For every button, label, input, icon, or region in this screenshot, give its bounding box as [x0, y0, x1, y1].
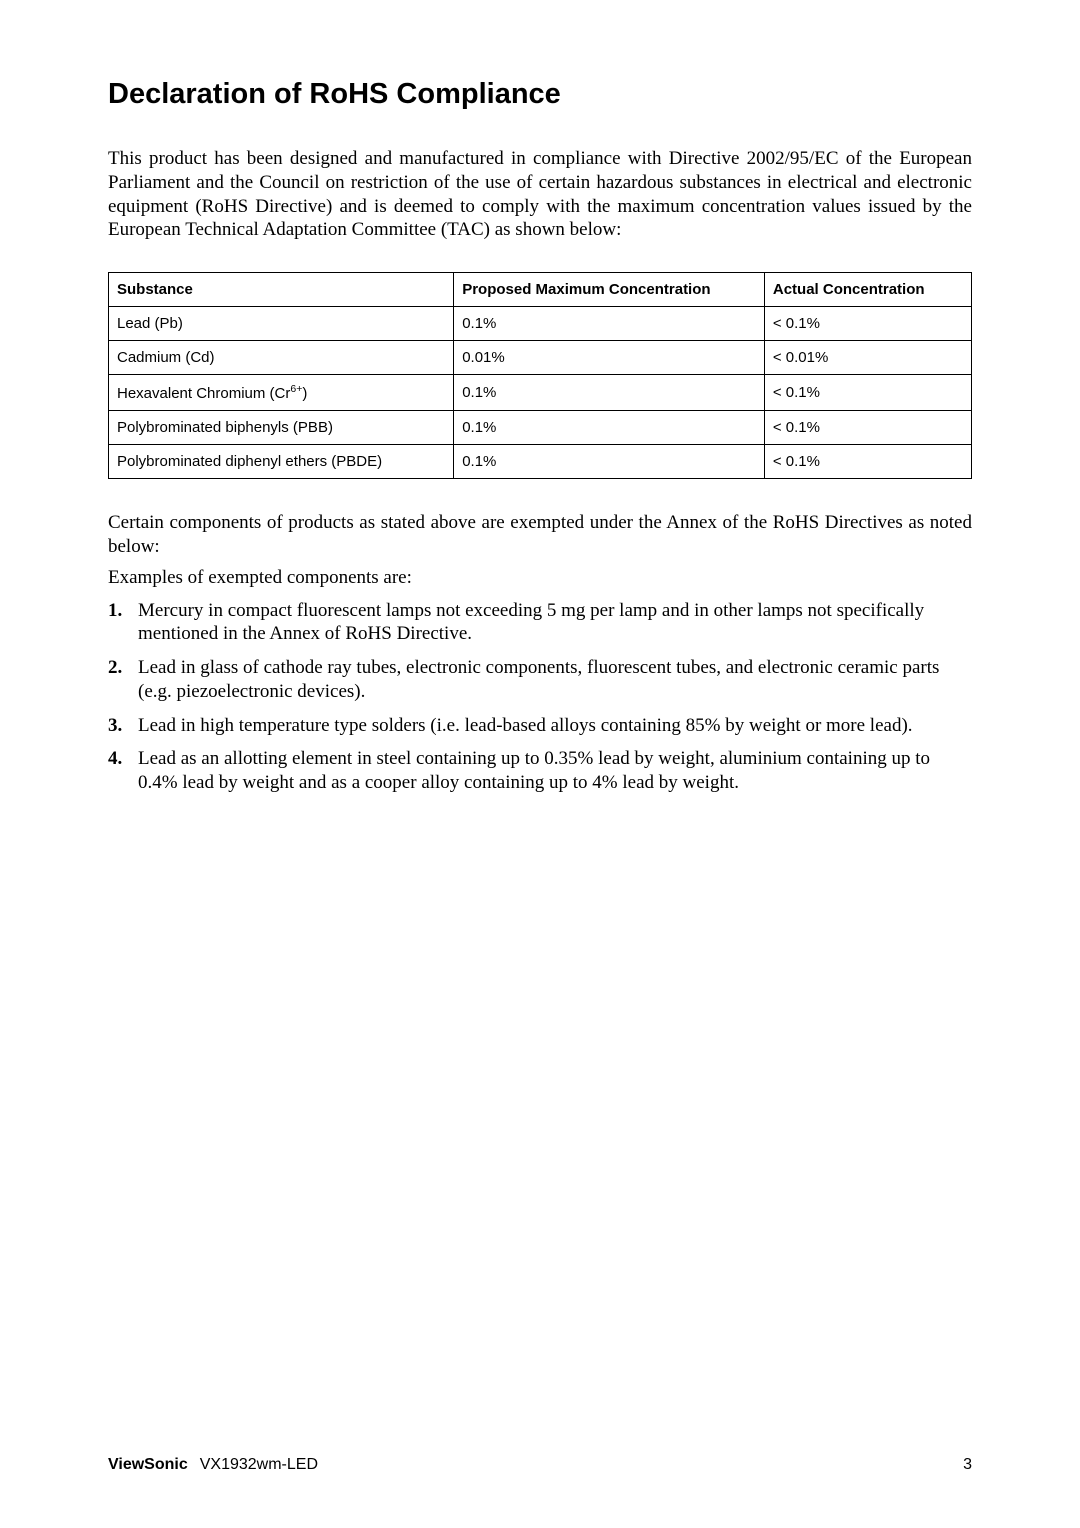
table-cell-substance: Polybrominated diphenyl ethers (PBDE) — [109, 445, 454, 479]
table-row: Hexavalent Chromium (Cr6+) 0.1% < 0.1% — [109, 375, 972, 411]
table-cell-substance: Cadmium (Cd) — [109, 341, 454, 375]
table-header-substance: Substance — [109, 273, 454, 307]
footer-page-number: 3 — [963, 1456, 972, 1474]
page-title: Declaration of RoHS Compliance — [108, 78, 972, 111]
cr6-superscript: 6+ — [290, 383, 302, 395]
table-header-proposed: Proposed Maximum Concentration — [454, 273, 765, 307]
exemption-paragraph: Certain components of products as stated… — [108, 511, 972, 559]
list-number: 1. — [108, 599, 138, 623]
table-cell-actual: < 0.1% — [764, 411, 971, 445]
table-row: Polybrominated biphenyls (PBB) 0.1% < 0.… — [109, 411, 972, 445]
table-row: Polybrominated diphenyl ethers (PBDE) 0.… — [109, 445, 972, 479]
table-cell-actual: < 0.01% — [764, 341, 971, 375]
list-item: 4.Lead as an allotting element in steel … — [108, 747, 972, 795]
list-text: Lead in glass of cathode ray tubes, elec… — [138, 657, 939, 702]
table-cell-actual: < 0.1% — [764, 445, 971, 479]
list-text: Lead as an allotting element in steel co… — [138, 748, 930, 793]
table-header-actual: Actual Concentration — [764, 273, 971, 307]
table-header-row: Substance Proposed Maximum Concentration… — [109, 273, 972, 307]
list-number: 3. — [108, 714, 138, 738]
page-footer: ViewSonic VX1932wm-LED 3 — [108, 1456, 972, 1474]
table-cell-actual: < 0.1% — [764, 307, 971, 341]
list-number: 4. — [108, 747, 138, 771]
list-item: 2.Lead in glass of cathode ray tubes, el… — [108, 656, 972, 704]
cr6-suffix: ) — [302, 385, 307, 402]
footer-model: VX1932wm-LED — [200, 1456, 318, 1473]
list-item: 3.Lead in high temperature type solders … — [108, 714, 972, 738]
list-item: 1.Mercury in compact fluorescent lamps n… — [108, 599, 972, 647]
cr6-prefix: Hexavalent Chromium (Cr — [117, 385, 290, 402]
table-cell-proposed: 0.1% — [454, 445, 765, 479]
table-cell-actual: < 0.1% — [764, 375, 971, 411]
table-cell-substance: Polybrominated biphenyls (PBB) — [109, 411, 454, 445]
table-cell-proposed: 0.01% — [454, 341, 765, 375]
footer-brand: ViewSonic — [108, 1456, 188, 1473]
list-text: Lead in high temperature type solders (i… — [138, 715, 913, 736]
examples-line: Examples of exempted components are: — [108, 567, 972, 589]
intro-paragraph: This product has been designed and manuf… — [108, 147, 972, 242]
compliance-table: Substance Proposed Maximum Concentration… — [108, 272, 972, 479]
table-cell-proposed: 0.1% — [454, 375, 765, 411]
footer-left: ViewSonic VX1932wm-LED — [108, 1456, 318, 1474]
table-row: Cadmium (Cd) 0.01% < 0.01% — [109, 341, 972, 375]
table-row: Lead (Pb) 0.1% < 0.1% — [109, 307, 972, 341]
list-number: 2. — [108, 656, 138, 680]
table-cell-proposed: 0.1% — [454, 411, 765, 445]
table-cell-substance: Hexavalent Chromium (Cr6+) — [109, 375, 454, 411]
table-cell-substance: Lead (Pb) — [109, 307, 454, 341]
list-text: Mercury in compact fluorescent lamps not… — [138, 600, 924, 645]
exemption-list: 1.Mercury in compact fluorescent lamps n… — [108, 599, 972, 795]
table-cell-proposed: 0.1% — [454, 307, 765, 341]
